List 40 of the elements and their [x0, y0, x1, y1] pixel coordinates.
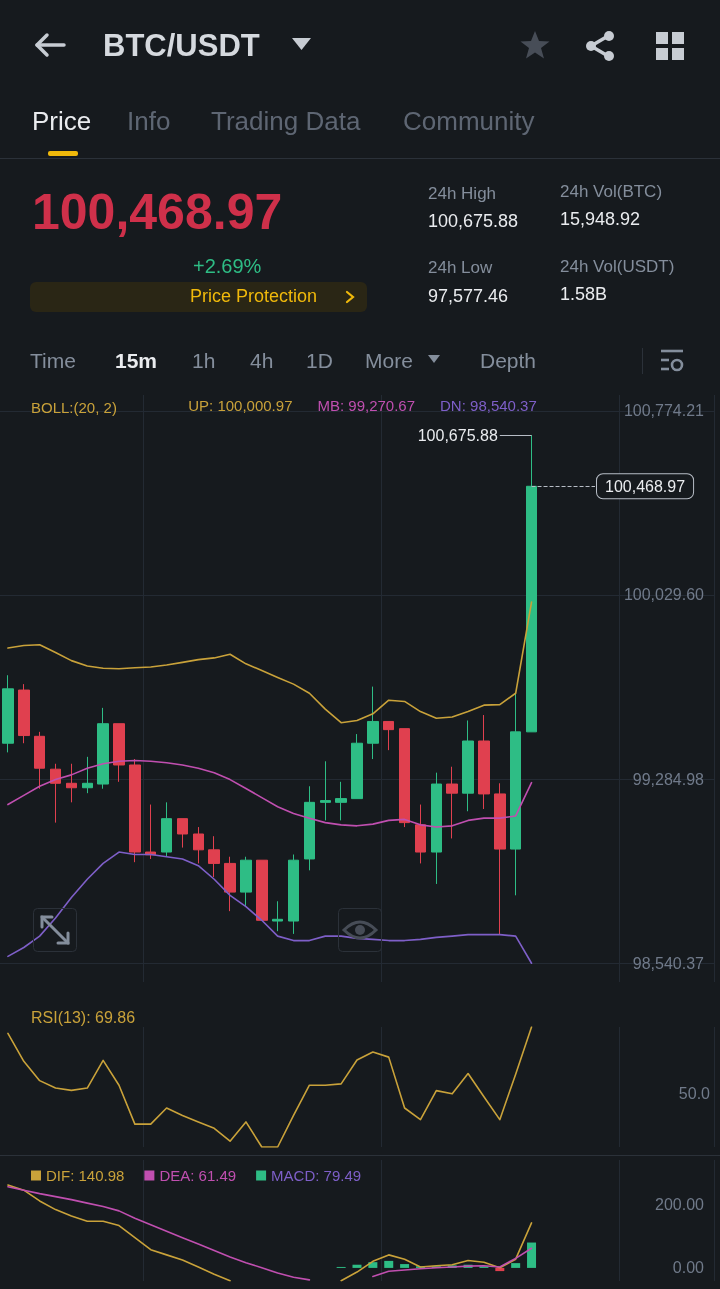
text: Community [403, 105, 535, 136]
text: Trading Data [211, 105, 361, 136]
text: Depth [480, 349, 537, 373]
text: 15,948.92 [560, 209, 641, 230]
text: 1.58B [560, 284, 608, 305]
text: Price [32, 105, 92, 136]
text: MB: 99,270.67 [317, 397, 416, 414]
text: Price Protection [190, 286, 318, 307]
text: 24h Low [428, 257, 493, 278]
text: 97,577.46 [428, 286, 509, 307]
annotation: 50.0 [678, 1084, 711, 1102]
legend-title: BOLL:(20, 2) [31, 399, 117, 416]
y-tick-label: 0.00 [672, 1259, 705, 1277]
legend-label: DEA: 61.49 [159, 1167, 237, 1184]
text: 4h [250, 349, 274, 373]
text: More [365, 349, 413, 373]
text: 24h Vol(USDT) [560, 256, 675, 277]
text: 24h Vol(BTC) [560, 181, 663, 202]
text: +2.69% [193, 255, 262, 277]
y-tick-label: 99,284.98 [632, 770, 705, 788]
text: Info [127, 105, 171, 136]
y-tick-label: 200.00 [655, 1195, 705, 1213]
text: 1D [306, 349, 333, 373]
text: 1h [192, 349, 216, 373]
y-tick-label: 100,774.21 [623, 402, 705, 420]
chart-title: RSI(13): 69.86 [31, 1008, 136, 1026]
chart-title: BTC/USDT [103, 27, 260, 63]
text: 100,675.88 [428, 211, 519, 232]
legend-label: DIF: 140.98 [46, 1167, 125, 1184]
ref-line-label: 100,468.97 [605, 477, 686, 495]
y-tick-label: 100,029.60 [623, 586, 705, 604]
text: UP: 100,000.97 [188, 397, 293, 414]
text: Time [30, 349, 76, 373]
text: 24h High [428, 183, 497, 204]
text: 15m [115, 349, 158, 373]
y-tick-label: 98,540.37 [632, 954, 705, 972]
text: 100,468.97 [32, 183, 283, 240]
annotation: 100,675.88 [417, 426, 498, 444]
text: DN: 98,540.37 [440, 397, 537, 414]
legend-label: MACD: 79.49 [271, 1167, 362, 1184]
